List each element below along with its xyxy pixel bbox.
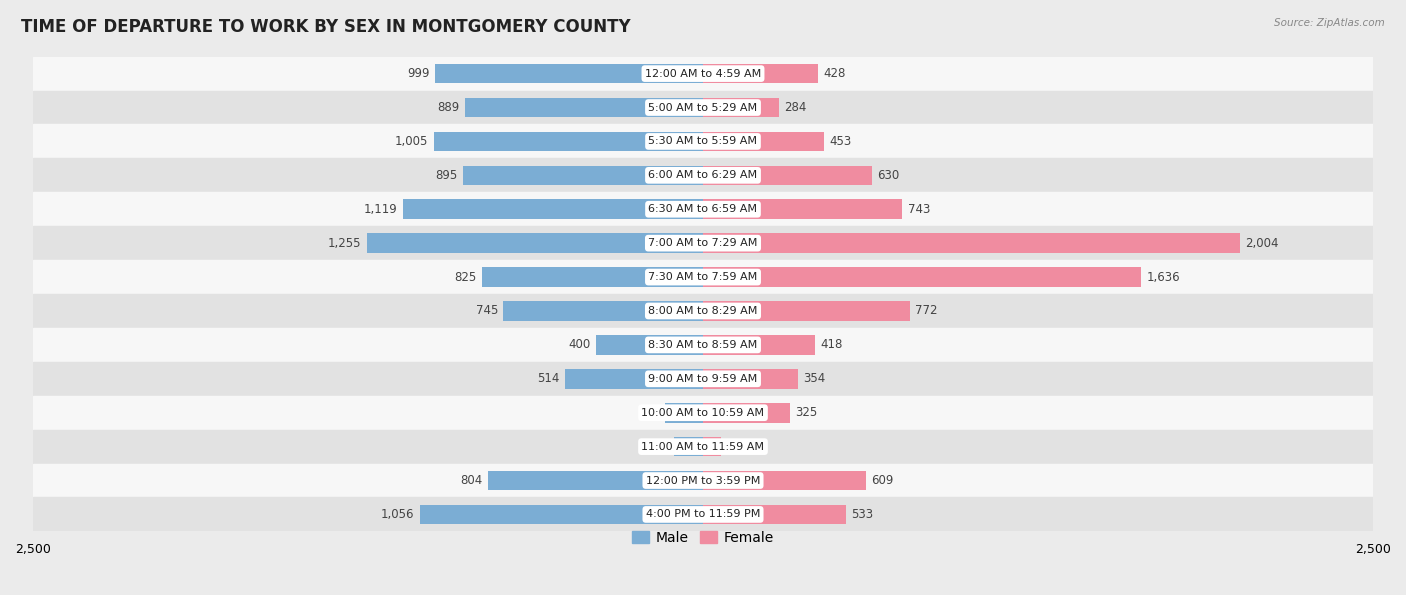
Bar: [436, 64, 703, 83]
Text: 354: 354: [803, 372, 825, 386]
Text: 772: 772: [915, 305, 938, 318]
Text: 889: 889: [437, 101, 460, 114]
Bar: [32, 464, 1374, 497]
Bar: [32, 226, 1374, 260]
Text: 6:30 AM to 6:59 AM: 6:30 AM to 6:59 AM: [648, 204, 758, 214]
Bar: [367, 233, 703, 253]
Bar: [703, 267, 1142, 287]
Text: 7:30 AM to 7:59 AM: 7:30 AM to 7:59 AM: [648, 272, 758, 282]
Bar: [703, 131, 824, 151]
Bar: [703, 98, 779, 117]
Text: TIME OF DEPARTURE TO WORK BY SEX IN MONTGOMERY COUNTY: TIME OF DEPARTURE TO WORK BY SEX IN MONT…: [21, 18, 631, 36]
Bar: [703, 403, 790, 422]
Bar: [596, 335, 703, 355]
Bar: [675, 437, 703, 456]
Bar: [488, 471, 703, 490]
Text: 630: 630: [877, 169, 900, 182]
Text: 1,119: 1,119: [364, 203, 398, 216]
Text: 2,004: 2,004: [1246, 237, 1279, 250]
Text: 745: 745: [475, 305, 498, 318]
Text: 8:30 AM to 8:59 AM: 8:30 AM to 8:59 AM: [648, 340, 758, 350]
Bar: [32, 362, 1374, 396]
Bar: [420, 505, 703, 524]
Bar: [465, 98, 703, 117]
Bar: [32, 158, 1374, 192]
Text: 825: 825: [454, 271, 477, 284]
Text: 400: 400: [568, 339, 591, 352]
Text: Source: ZipAtlas.com: Source: ZipAtlas.com: [1274, 18, 1385, 28]
Text: 9:00 AM to 9:59 AM: 9:00 AM to 9:59 AM: [648, 374, 758, 384]
Bar: [482, 267, 703, 287]
Bar: [503, 301, 703, 321]
Bar: [463, 165, 703, 185]
Bar: [703, 233, 1240, 253]
Text: 895: 895: [436, 169, 458, 182]
Bar: [404, 199, 703, 219]
Bar: [703, 64, 818, 83]
Text: 141: 141: [637, 406, 659, 419]
Bar: [703, 199, 903, 219]
Bar: [703, 505, 846, 524]
Bar: [565, 369, 703, 389]
Text: 284: 284: [785, 101, 807, 114]
Text: 514: 514: [537, 372, 560, 386]
Text: 4:00 PM to 11:59 PM: 4:00 PM to 11:59 PM: [645, 509, 761, 519]
Bar: [32, 497, 1374, 531]
Bar: [433, 131, 703, 151]
Bar: [703, 437, 721, 456]
Text: 418: 418: [820, 339, 842, 352]
Text: 1,255: 1,255: [328, 237, 361, 250]
Bar: [32, 294, 1374, 328]
Text: 428: 428: [823, 67, 845, 80]
Legend: Male, Female: Male, Female: [627, 525, 779, 550]
Bar: [703, 369, 797, 389]
Text: 609: 609: [872, 474, 894, 487]
Bar: [703, 165, 872, 185]
Bar: [32, 57, 1374, 90]
Text: 12:00 AM to 4:59 AM: 12:00 AM to 4:59 AM: [645, 68, 761, 79]
Text: 5:30 AM to 5:59 AM: 5:30 AM to 5:59 AM: [648, 136, 758, 146]
Bar: [32, 430, 1374, 464]
Bar: [703, 301, 910, 321]
Text: 743: 743: [907, 203, 929, 216]
Text: 804: 804: [460, 474, 482, 487]
Text: 11:00 AM to 11:59 AM: 11:00 AM to 11:59 AM: [641, 441, 765, 452]
Bar: [32, 90, 1374, 124]
Bar: [32, 124, 1374, 158]
Text: 999: 999: [408, 67, 430, 80]
Text: 533: 533: [851, 508, 873, 521]
Text: 12:00 PM to 3:59 PM: 12:00 PM to 3:59 PM: [645, 475, 761, 486]
Bar: [665, 403, 703, 422]
Bar: [32, 396, 1374, 430]
Bar: [32, 328, 1374, 362]
Bar: [32, 192, 1374, 226]
Text: 7:00 AM to 7:29 AM: 7:00 AM to 7:29 AM: [648, 238, 758, 248]
Text: 6:00 AM to 6:29 AM: 6:00 AM to 6:29 AM: [648, 170, 758, 180]
Text: 107: 107: [647, 440, 669, 453]
Text: 1,056: 1,056: [381, 508, 415, 521]
Text: 453: 453: [830, 135, 852, 148]
Text: 8:00 AM to 8:29 AM: 8:00 AM to 8:29 AM: [648, 306, 758, 316]
Bar: [703, 335, 815, 355]
Text: 1,005: 1,005: [395, 135, 429, 148]
Text: 10:00 AM to 10:59 AM: 10:00 AM to 10:59 AM: [641, 408, 765, 418]
Text: 325: 325: [796, 406, 818, 419]
Bar: [32, 260, 1374, 294]
Text: 5:00 AM to 5:29 AM: 5:00 AM to 5:29 AM: [648, 102, 758, 112]
Text: 1,636: 1,636: [1147, 271, 1181, 284]
Bar: [703, 471, 866, 490]
Text: 69: 69: [727, 440, 742, 453]
